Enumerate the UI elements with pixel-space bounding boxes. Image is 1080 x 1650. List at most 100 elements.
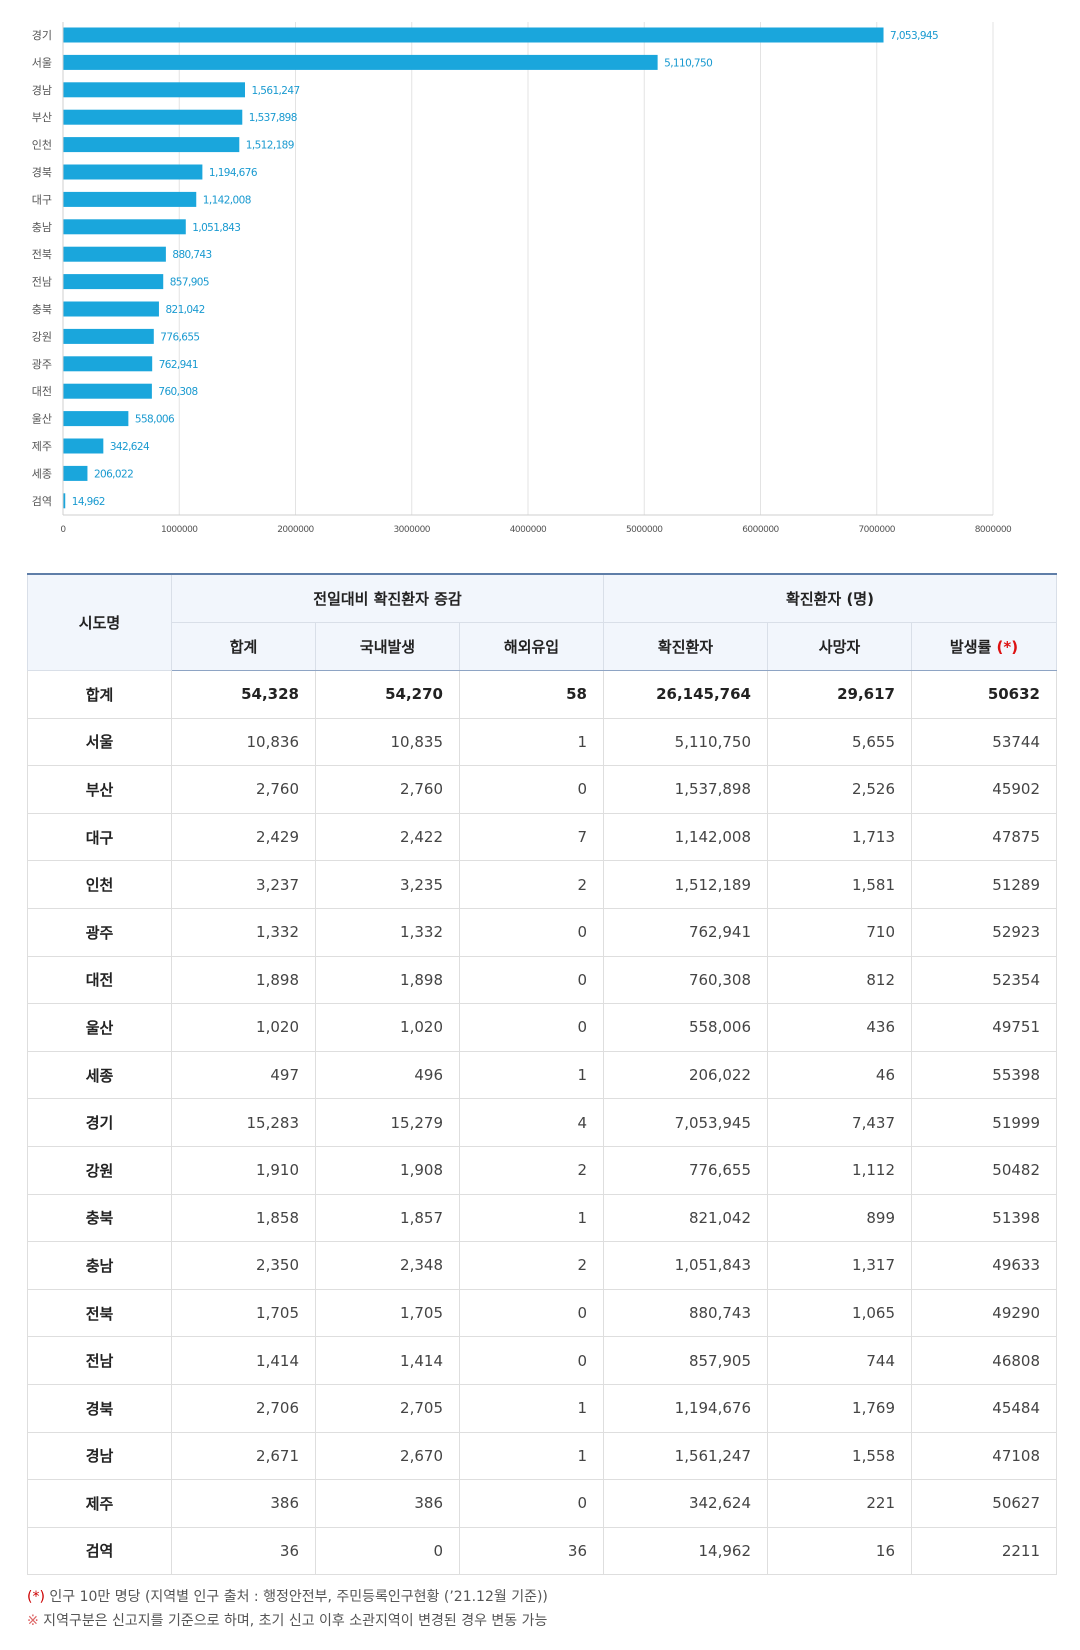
cell-overseas: 0 <box>459 1003 604 1052</box>
bar <box>63 191 197 207</box>
cell-region: 경북 <box>27 1383 172 1433</box>
cell-region: 경남 <box>27 1431 172 1481</box>
bar <box>63 164 203 180</box>
value-label: 1,051,843 <box>192 222 240 234</box>
cell-domestic: 15,279 <box>315 1098 460 1147</box>
cell-confirmed: 760,308 <box>603 955 768 1005</box>
cell-region: 충북 <box>27 1193 172 1243</box>
cell-domestic: 2,348 <box>315 1241 460 1290</box>
cell-deaths: 1,112 <box>767 1145 912 1195</box>
header-incidence-mark: (*) <box>996 638 1019 656</box>
bar <box>63 493 66 509</box>
cell-overseas: 58 <box>459 670 604 719</box>
cell-incidence: 50632 <box>911 670 1057 719</box>
cell-overseas: 0 <box>459 1336 604 1385</box>
bar <box>63 438 104 454</box>
cell-deaths: 5,655 <box>767 717 912 767</box>
table-body: 합계 54,328 54,270 58 26,145,764 29,617 50… <box>27 670 1057 1576</box>
cell-overseas: 0 <box>459 765 604 814</box>
table-row-total: 합계 54,328 54,270 58 26,145,764 29,617 50… <box>27 670 1057 719</box>
category-label: 제주 <box>32 440 52 453</box>
cell-total: 2,429 <box>171 812 316 862</box>
table-row: 검역 36 0 36 14,962 16 2211 <box>27 1526 1057 1576</box>
cell-incidence: 45902 <box>911 765 1057 814</box>
cell-deaths: 744 <box>767 1336 912 1385</box>
table-row: 울산 1,020 1,020 0 558,006 436 49751 <box>27 1003 1057 1052</box>
x-tick-label: 0 <box>60 525 66 535</box>
value-label: 1,537,898 <box>249 112 297 124</box>
cell-overseas: 1 <box>459 1383 604 1433</box>
bar <box>63 54 658 70</box>
cell-region: 서울 <box>27 717 172 767</box>
cell-domestic: 54,270 <box>315 670 460 719</box>
cell-domestic: 0 <box>315 1526 460 1576</box>
cell-deaths: 7,437 <box>767 1098 912 1147</box>
value-label: 558,006 <box>135 414 175 426</box>
cell-confirmed: 1,051,843 <box>603 1241 768 1290</box>
header-group-confirmed: 확진환자 (명) <box>603 573 1057 623</box>
category-label: 광주 <box>32 358 52 371</box>
cell-total: 386 <box>171 1479 316 1528</box>
bar <box>63 246 166 262</box>
cell-deaths: 46 <box>767 1050 912 1100</box>
cell-incidence: 55398 <box>911 1050 1057 1100</box>
cell-region: 인천 <box>27 860 172 909</box>
cell-overseas: 1 <box>459 1193 604 1243</box>
table-row: 충북 1,858 1,857 1 821,042 899 51398 <box>27 1193 1057 1243</box>
value-label: 1,561,247 <box>251 85 299 97</box>
table-row: 전남 1,414 1,414 0 857,905 744 46808 <box>27 1336 1057 1385</box>
cell-incidence: 47108 <box>911 1431 1057 1481</box>
cell-region: 대전 <box>27 955 172 1005</box>
header-confirmed: 확진환자 <box>603 622 768 671</box>
cell-confirmed: 821,042 <box>603 1193 768 1243</box>
category-label: 서울 <box>32 56 52 69</box>
category-label: 경남 <box>32 84 52 97</box>
cell-domestic: 2,670 <box>315 1431 460 1481</box>
table-row: 충남 2,350 2,348 2 1,051,843 1,317 49633 <box>27 1241 1057 1290</box>
x-tick-label: 4000000 <box>510 525 547 535</box>
chart-bars <box>63 27 884 509</box>
cell-domestic: 496 <box>315 1050 460 1100</box>
cell-total: 497 <box>171 1050 316 1100</box>
cell-deaths: 1,713 <box>767 812 912 862</box>
cell-region: 전남 <box>27 1336 172 1385</box>
cell-deaths: 2,526 <box>767 765 912 814</box>
table-row: 대구 2,429 2,422 7 1,142,008 1,713 47875 <box>27 812 1057 862</box>
value-label: 776,655 <box>160 331 199 343</box>
cell-incidence: 45484 <box>911 1383 1057 1433</box>
chart-x-axis: 0 1000000 2000000 3000000 4000000 5000000 6000… <box>60 525 1012 535</box>
cell-region: 전북 <box>27 1288 172 1338</box>
cell-domestic: 3,235 <box>315 860 460 909</box>
cell-deaths: 1,581 <box>767 860 912 909</box>
cell-domestic: 1,898 <box>315 955 460 1005</box>
footnote-region: ※ 지역구분은 신고지를 기준으로 하며, 초기 신고 이후 소관지역이 변경된… <box>27 1609 548 1633</box>
footnote-mark-reference: ※ <box>27 1613 39 1629</box>
table-row: 대전 1,898 1,898 0 760,308 812 52354 <box>27 955 1057 1005</box>
chart-gridlines <box>62 22 994 516</box>
cell-overseas: 0 <box>459 955 604 1005</box>
cell-deaths: 899 <box>767 1193 912 1243</box>
cell-incidence: 49290 <box>911 1288 1057 1338</box>
bar <box>63 274 164 290</box>
value-label: 880,743 <box>172 249 211 261</box>
cell-confirmed: 206,022 <box>603 1050 768 1100</box>
table-row: 인천 3,237 3,235 2 1,512,189 1,581 51289 <box>27 860 1057 909</box>
value-label: 1,512,189 <box>246 140 294 152</box>
cell-total: 2,760 <box>171 765 316 814</box>
footnotes: (*) 인구 10만 명당 (지역별 인구 출처 : 행정안전부, 주민등록인구… <box>27 1585 548 1633</box>
x-tick-label: 2000000 <box>277 525 314 535</box>
cell-confirmed: 558,006 <box>603 1003 768 1052</box>
category-label: 충북 <box>32 303 52 316</box>
cell-incidence: 47875 <box>911 812 1057 862</box>
cell-total: 54,328 <box>171 670 316 719</box>
cell-confirmed: 26,145,764 <box>603 670 768 719</box>
cell-total: 15,283 <box>171 1098 316 1147</box>
x-tick-label: 5000000 <box>626 525 663 535</box>
cell-deaths: 710 <box>767 907 912 957</box>
header-overseas: 해외유입 <box>459 622 604 671</box>
cell-confirmed: 1,512,189 <box>603 860 768 909</box>
table-row: 경기 15,283 15,279 4 7,053,945 7,437 51999 <box>27 1098 1057 1147</box>
cell-deaths: 1,317 <box>767 1241 912 1290</box>
bar <box>63 411 129 427</box>
cell-total: 2,350 <box>171 1241 316 1290</box>
